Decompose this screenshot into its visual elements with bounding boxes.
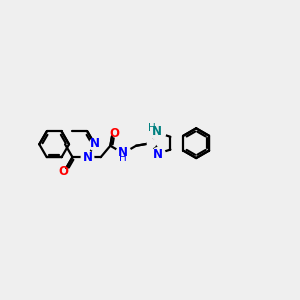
- Text: N: N: [83, 151, 93, 164]
- Text: N: N: [152, 125, 162, 138]
- Text: N: N: [90, 137, 100, 150]
- Text: O: O: [58, 165, 68, 178]
- Text: O: O: [109, 127, 119, 140]
- Text: H: H: [148, 123, 156, 133]
- Text: H: H: [119, 153, 127, 163]
- Text: N: N: [118, 146, 128, 159]
- Text: N: N: [153, 148, 163, 161]
